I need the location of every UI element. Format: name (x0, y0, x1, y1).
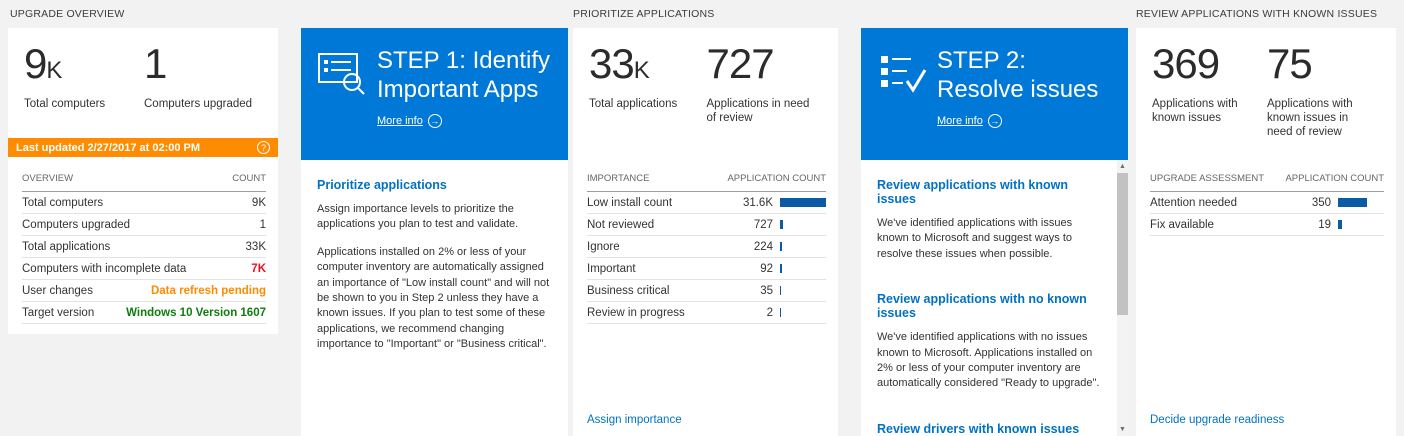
overview-stats: 9K Total computers 1 Computers upgraded (8, 28, 278, 111)
table-header: OVERVIEW COUNT (22, 166, 266, 192)
stat-total-applications: 33K Total applications (589, 40, 701, 125)
table-row[interactable]: Fix available 19 (1150, 214, 1384, 236)
review-group: Review drivers with known issues We've i… (877, 422, 1100, 436)
help-icon[interactable]: ? (257, 141, 270, 154)
upgrade-overview-card[interactable]: 9K Total computers 1 Computers upgraded … (8, 28, 278, 334)
assign-importance-link[interactable]: Assign importance (587, 414, 682, 426)
count-bar (780, 264, 826, 273)
table-row[interactable]: Total computers 9K (22, 192, 266, 214)
count-bar (780, 242, 826, 251)
count-bar (1338, 220, 1384, 229)
table-row[interactable]: User changes Data refresh pending (22, 280, 266, 302)
more-info-label: More info (937, 115, 983, 127)
identify-apps-icon (317, 50, 373, 160)
table-row[interactable]: Total applications 33K (22, 236, 266, 258)
review-group: Review applications with known issues We… (877, 178, 1100, 262)
arrow-right-icon: → (987, 114, 1002, 128)
resolve-issues-icon (877, 50, 933, 160)
stat-value: 9K (24, 40, 62, 87)
step1-paragraph-2: Applications installed on 2% or less of … (317, 245, 550, 351)
table-row[interactable]: Low install count 31.6K (587, 192, 826, 214)
more-info-label: More info (377, 115, 423, 127)
stat-value: 1 (144, 40, 167, 87)
stat-label: Applications with known issues in need o… (1267, 98, 1353, 138)
count-bar (1338, 198, 1384, 207)
review-group: Review applications with no known issues… (877, 292, 1100, 392)
review-section-title[interactable]: Review drivers with known issues (877, 421, 1080, 436)
assessment-table: UPGRADE ASSESSMENT APPLICATION COUNT Att… (1150, 166, 1384, 236)
stat-value: 33K (589, 40, 650, 87)
table-row[interactable]: Important 92 (587, 258, 826, 280)
section-label-prioritize-apps: PRIORITIZE APPLICATIONS (573, 8, 715, 20)
importance-table: IMPORTANCE APPLICATION COUNT Low install… (587, 166, 826, 324)
scroll-up-icon[interactable]: ▲ (1119, 163, 1126, 170)
last-updated-text: Last updated 2/27/2017 at 02:00 PM (16, 141, 201, 154)
step2-header[interactable]: STEP 2: Resolve issues More info → (861, 28, 1128, 160)
decide-upgrade-readiness-link[interactable]: Decide upgrade readiness (1150, 414, 1285, 426)
review-section-title[interactable]: Review applications with no known issues (877, 292, 1087, 321)
step2-body: Review applications with known issues We… (861, 160, 1128, 436)
known-issues-card[interactable]: 369 Applications with known issues 75 Ap… (1136, 28, 1396, 436)
stat-value: 75 (1267, 40, 1313, 87)
table-row[interactable]: Attention needed 350 (1150, 192, 1384, 214)
column-header-upgrade-assessment: UPGRADE ASSESSMENT (1150, 173, 1265, 184)
review-section-text: We've identified applications with no is… (877, 331, 1100, 390)
step1-title: STEP 1: Identify Important Apps (377, 47, 550, 103)
table-row[interactable]: Target version Windows 10 Version 1607 (22, 302, 266, 324)
overview-table: OVERVIEW COUNT Total computers 9K Comput… (22, 166, 266, 324)
table-row[interactable]: Computers with incomplete data 7K (22, 258, 266, 280)
table-header: IMPORTANCE APPLICATION COUNT (587, 166, 826, 192)
step1-more-info-link[interactable]: More info → (377, 114, 556, 128)
count-bar (780, 220, 826, 229)
stat-label: Total applications (589, 98, 678, 110)
count-bar (780, 198, 826, 207)
table-row[interactable]: Computers upgraded 1 (22, 214, 266, 236)
arrow-right-icon: → (427, 114, 442, 128)
step1-body-title: Prioritize applications (317, 178, 447, 192)
stat-total-computers: 9K Total computers (24, 40, 138, 111)
review-section-title[interactable]: Review applications with known issues (877, 178, 1069, 206)
table-row[interactable]: Business critical 35 (587, 280, 826, 302)
section-label-review-known-issues: REVIEW APPLICATIONS WITH KNOWN ISSUES (1136, 8, 1378, 20)
column-header-importance: IMPORTANCE (587, 173, 650, 184)
applications-stats: 33K Total applications 727 Applications … (573, 28, 838, 125)
scrollbar[interactable]: ▲ ▼ (1117, 160, 1128, 436)
stat-known-issues-need-review: 75 Applications with known issues in nee… (1267, 40, 1376, 139)
scrollbar-thumb[interactable] (1117, 173, 1128, 315)
step1-card[interactable]: STEP 1: Identify Important Apps More inf… (301, 28, 568, 436)
table-row[interactable]: Not reviewed 727 (587, 214, 826, 236)
stat-label: Total computers (24, 98, 106, 110)
step2-more-info-link[interactable]: More info → (937, 114, 1116, 128)
section-label-upgrade-overview: UPGRADE OVERVIEW (10, 8, 125, 20)
stat-label: Computers upgraded (144, 98, 253, 110)
table-header: UPGRADE ASSESSMENT APPLICATION COUNT (1150, 166, 1384, 192)
last-updated-banner: Last updated 2/27/2017 at 02:00 PM ? (8, 138, 278, 157)
known-issues-stats: 369 Applications with known issues 75 Ap… (1136, 28, 1396, 139)
stat-value: 727 (706, 40, 775, 87)
stat-label: Applications in need of review (706, 98, 810, 124)
step1-paragraph-1: Assign importance levels to prioritize t… (317, 203, 519, 231)
applications-stats-card[interactable]: 33K Total applications 727 Applications … (573, 28, 838, 436)
column-header-overview: OVERVIEW (22, 173, 74, 184)
stat-apps-need-review: 727 Applications in need of review (707, 40, 819, 125)
column-header-count: COUNT (232, 173, 266, 184)
stat-value: 369 (1152, 40, 1220, 87)
table-row[interactable]: Review in progress 2 (587, 302, 826, 324)
stat-apps-known-issues: 369 Applications with known issues (1152, 40, 1261, 139)
step1-body: Prioritize applications Assign importanc… (301, 160, 568, 353)
count-bar (780, 308, 826, 317)
column-header-application-count: APPLICATION COUNT (727, 173, 826, 184)
stat-computers-upgraded: 1 Computers upgraded (144, 40, 258, 111)
step1-header[interactable]: STEP 1: Identify Important Apps More inf… (301, 28, 568, 160)
scroll-down-icon[interactable]: ▼ (1119, 426, 1126, 433)
column-header-application-count: APPLICATION COUNT (1285, 173, 1384, 184)
count-bar (780, 286, 826, 295)
step2-title: STEP 2: Resolve issues (937, 47, 1099, 103)
table-row[interactable]: Ignore 224 (587, 236, 826, 258)
stat-label: Applications with known issues (1152, 98, 1238, 124)
step2-card[interactable]: STEP 2: Resolve issues More info → Revie… (861, 28, 1128, 436)
review-section-text: We've identified applications with issue… (877, 217, 1073, 260)
